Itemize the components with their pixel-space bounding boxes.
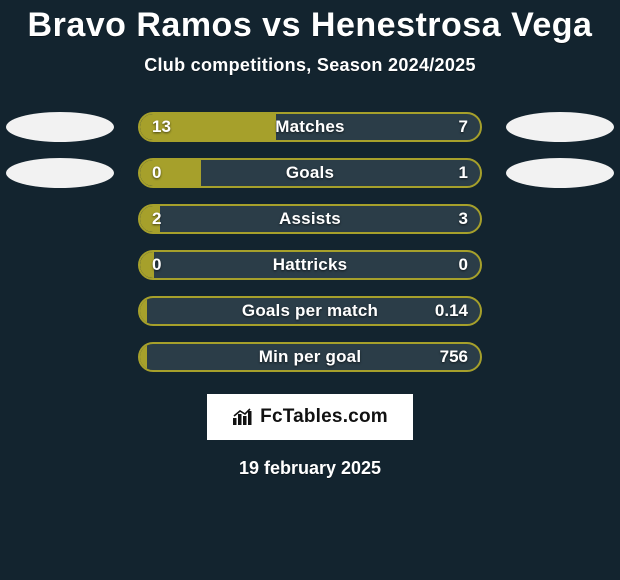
stat-value-right: 756 (440, 344, 468, 370)
comparison-infographic: Bravo Ramos vs Henestrosa Vega Club comp… (0, 0, 620, 580)
stat-bar-track: Goals per match0.14 (138, 296, 482, 326)
stat-row: Goals per match0.14 (0, 288, 620, 334)
stat-row: 0Goals1 (0, 150, 620, 196)
stat-value-right: 0.14 (435, 298, 468, 324)
stat-bar-track: 0Hattricks0 (138, 250, 482, 280)
stat-value-right: 1 (459, 160, 468, 186)
player-right-marker (506, 158, 614, 188)
stat-bar-track: 2Assists3 (138, 204, 482, 234)
stat-bar-fill (140, 344, 147, 370)
stat-bar-track: 0Goals1 (138, 158, 482, 188)
stat-row: Min per goal756 (0, 334, 620, 380)
stat-label: Min per goal (140, 344, 480, 370)
stat-row: 13Matches7 (0, 104, 620, 150)
stat-value-right: 3 (459, 206, 468, 232)
stat-value-right: 7 (459, 114, 468, 140)
player-left-marker (6, 158, 114, 188)
brand-text: FcTables.com (260, 406, 388, 428)
stat-bar-fill (140, 206, 160, 232)
stat-label: Hattricks (140, 252, 480, 278)
footer-date: 19 february 2025 (0, 458, 620, 479)
stat-bar-track: 13Matches7 (138, 112, 482, 142)
stat-bar-fill (140, 160, 201, 186)
stat-value-right: 0 (459, 252, 468, 278)
player-right-marker (506, 112, 614, 142)
player-left-marker (6, 112, 114, 142)
stat-row: 2Assists3 (0, 196, 620, 242)
stat-bar-fill (140, 298, 147, 324)
stat-label: Assists (140, 206, 480, 232)
stats-container: 13Matches7 0Goals1 2Assists3 0Hattricks0 Goa… (0, 104, 620, 380)
page-title: Bravo Ramos vs Henestrosa Vega (0, 6, 620, 45)
brand-badge: FcTables.com (207, 394, 413, 440)
page-subtitle: Club competitions, Season 2024/2025 (0, 55, 620, 76)
stat-row: 0Hattricks0 (0, 242, 620, 288)
stat-bar-track: Min per goal756 (138, 342, 482, 372)
stat-label: Goals per match (140, 298, 480, 324)
stat-bar-fill (140, 114, 276, 140)
footer: FcTables.com 19 february 2025 (0, 394, 620, 479)
chart-icon (232, 408, 254, 426)
stat-bar-fill (140, 252, 154, 278)
